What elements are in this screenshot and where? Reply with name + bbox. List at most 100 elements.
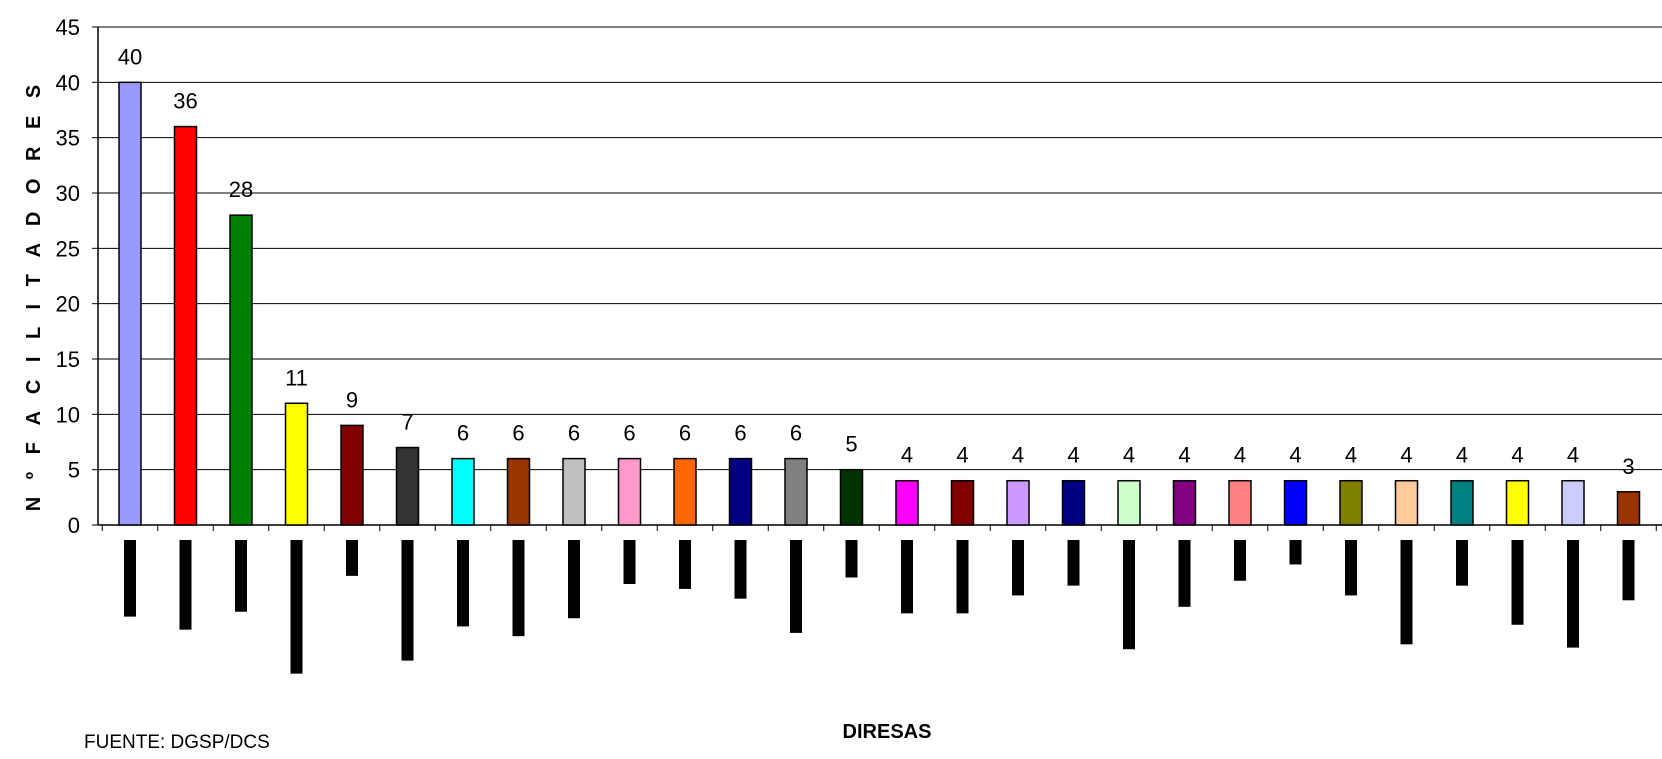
data-label: 28 <box>229 177 253 202</box>
category-label-mark <box>790 540 802 633</box>
bar <box>395 446 420 526</box>
bar <box>950 479 975 526</box>
category-label-mark <box>734 540 747 599</box>
bar <box>1339 479 1363 526</box>
data-label: 4 <box>1289 443 1301 468</box>
bar <box>284 402 309 526</box>
bar <box>1561 479 1585 526</box>
bar <box>506 457 531 526</box>
category-label-mark <box>1289 540 1302 565</box>
bar <box>229 214 253 526</box>
data-label: 4 <box>901 443 913 468</box>
y-tick-label: 25 <box>56 236 80 261</box>
y-axis-label: N º F A C I L I T A D O R E S <box>23 79 45 511</box>
category-label-mark <box>623 540 636 585</box>
category-label-marks <box>124 540 1635 674</box>
data-label: 11 <box>285 365 308 390</box>
data-label: 4 <box>1178 443 1190 468</box>
bar <box>1394 479 1419 526</box>
category-label-mark <box>1012 540 1024 596</box>
bar <box>562 457 586 526</box>
data-label: 36 <box>173 89 197 114</box>
category-label-mark <box>1567 540 1579 648</box>
category-label-mark <box>901 540 913 614</box>
y-tick-label: 30 <box>56 181 80 206</box>
y-tick-label: 15 <box>56 347 80 372</box>
data-label: 5 <box>845 432 857 457</box>
data-label: 4 <box>1234 443 1246 468</box>
bar <box>340 424 364 526</box>
data-label: 4 <box>1567 443 1579 468</box>
bar <box>1117 479 1141 526</box>
bar <box>1450 479 1474 526</box>
y-tick-label: 40 <box>56 70 80 95</box>
data-label: 6 <box>679 421 691 446</box>
category-label-mark <box>845 540 858 578</box>
category-label-mark <box>1622 540 1635 601</box>
data-label: 6 <box>734 421 746 446</box>
category-label-mark <box>1345 540 1357 596</box>
category-label-mark <box>568 540 580 619</box>
data-label: 4 <box>1345 443 1357 468</box>
category-label-mark <box>1456 540 1468 586</box>
y-tick-label: 35 <box>56 126 80 151</box>
axes <box>92 26 1662 531</box>
data-label: 3 <box>1622 454 1634 479</box>
data-label: 4 <box>1012 443 1024 468</box>
category-label-mark <box>457 540 469 627</box>
category-label-mark <box>1123 540 1135 650</box>
bar <box>1006 479 1030 526</box>
data-label: 4 <box>1400 443 1412 468</box>
category-label-mark <box>235 540 247 612</box>
data-label: 6 <box>568 421 580 446</box>
category-label-mark <box>1234 540 1246 581</box>
bar <box>1616 491 1641 526</box>
data-label: 6 <box>457 421 469 446</box>
bar <box>1505 479 1530 526</box>
bar <box>617 457 642 526</box>
data-label: 6 <box>790 421 802 446</box>
y-tick-label: 45 <box>56 15 80 40</box>
data-label: 6 <box>623 421 635 446</box>
category-label-mark <box>956 540 969 614</box>
category-label-mark <box>512 540 525 637</box>
category-label-mark <box>1511 540 1524 625</box>
bar <box>118 81 142 526</box>
gridlines <box>98 26 1662 471</box>
data-label: 7 <box>401 410 413 435</box>
y-tick-label: 5 <box>68 458 80 483</box>
data-label: 4 <box>1456 443 1468 468</box>
data-label: 9 <box>346 387 358 412</box>
bar <box>895 479 919 526</box>
y-tick-label: 10 <box>56 402 80 427</box>
y-tick-label: 0 <box>68 513 80 538</box>
data-label: 40 <box>118 44 142 69</box>
category-label-mark <box>290 540 303 674</box>
data-label: 4 <box>1511 443 1523 468</box>
data-label: 4 <box>1123 443 1135 468</box>
bar <box>173 125 198 526</box>
bar <box>1228 479 1252 526</box>
data-label: 6 <box>512 421 524 446</box>
category-label-mark <box>1178 540 1191 607</box>
x-axis-label: DIRESAS <box>843 721 932 743</box>
category-label-mark <box>124 540 136 617</box>
bar <box>784 457 808 526</box>
bar <box>1061 479 1086 526</box>
category-label-mark <box>679 540 691 589</box>
y-tick-label: 20 <box>56 292 80 317</box>
bar <box>728 457 753 526</box>
bar <box>1172 479 1197 526</box>
data-label: 4 <box>956 443 968 468</box>
data-labels: 40 36 28 11 9 7 6 6 6 6 6 6 6 5 4 4 4 4 4 4 4 4 4 4 4 4 4 3 <box>118 44 1635 478</box>
bar <box>673 457 697 526</box>
bars <box>118 81 1641 526</box>
bar <box>1283 479 1308 526</box>
bar <box>839 468 864 526</box>
category-label-mark <box>179 540 192 630</box>
category-label-mark <box>401 540 414 661</box>
category-label-mark <box>346 540 358 576</box>
source-note: FUENTE: DGSP/DCS <box>84 732 270 753</box>
bar <box>451 457 475 526</box>
